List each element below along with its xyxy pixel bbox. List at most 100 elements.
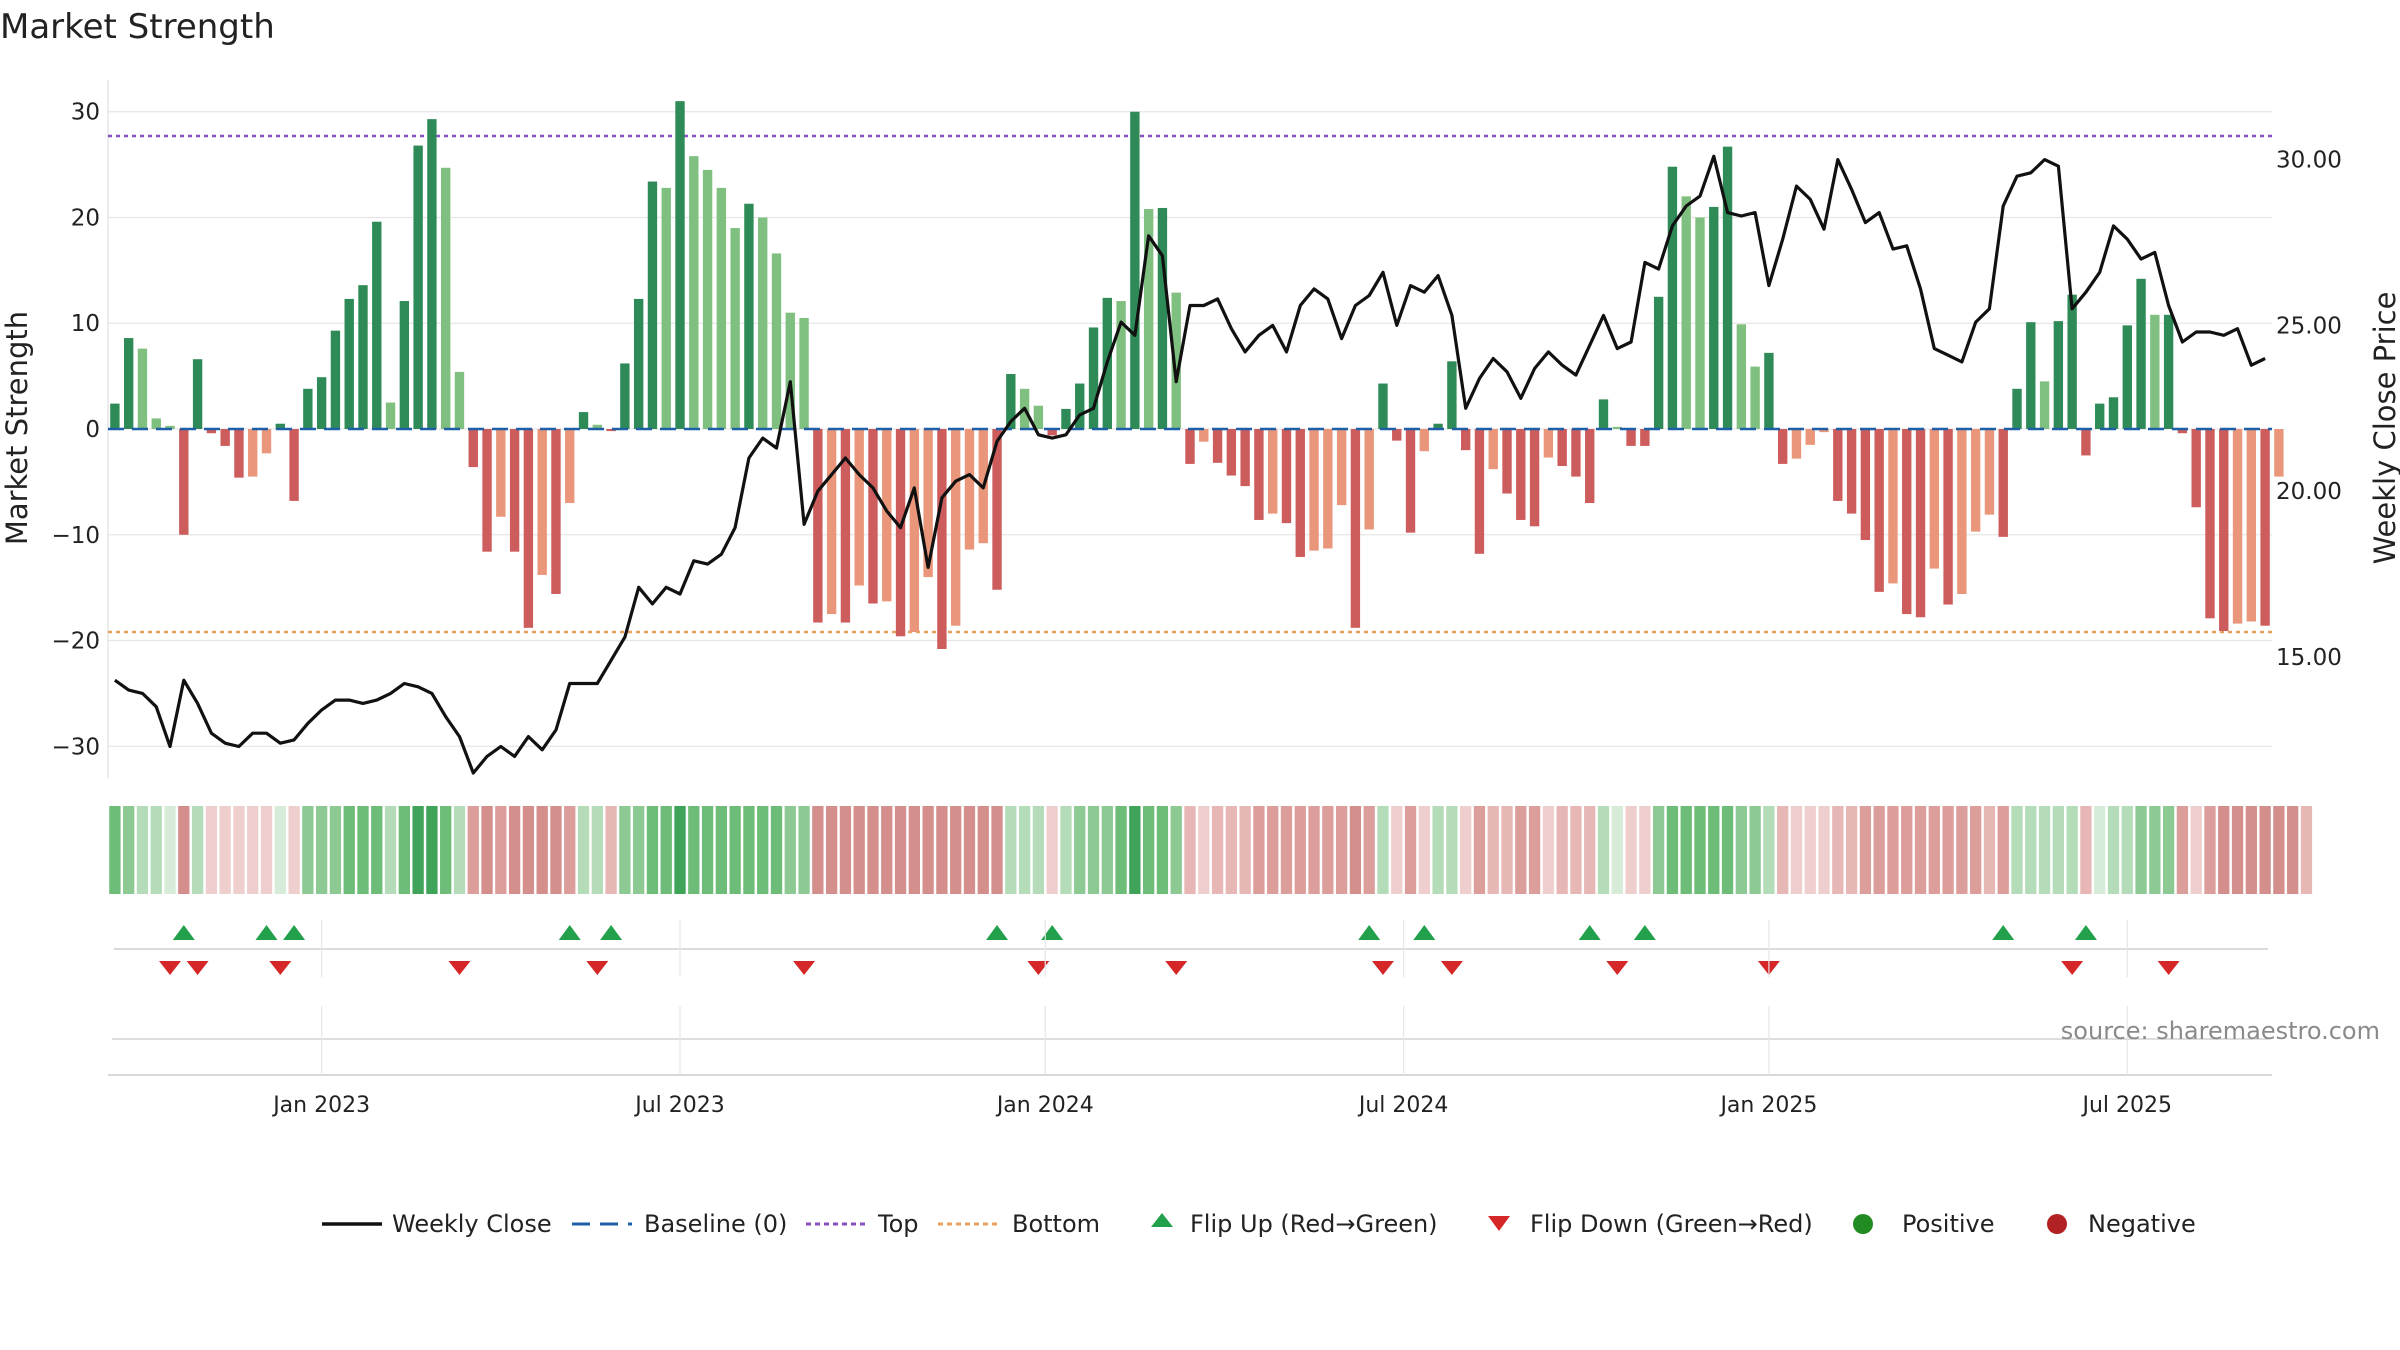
strength-bar [137,348,148,429]
legend-item-flip_up: Flip Up (Red→Green) [1151,1210,1438,1238]
strip-cell [1239,806,1251,894]
strip-cell [688,806,700,894]
strip-cell [288,806,300,894]
strength-bar [551,429,561,594]
strip-cell [123,806,135,894]
strip-cell [247,806,259,894]
strength-bar [1405,429,1416,533]
strip-cell [1404,806,1417,894]
strip-cell [2038,806,2051,894]
strength-bar [1433,423,1443,429]
strength-bar [2122,325,2132,429]
strip-cell [1322,806,1334,894]
strength-bar [1240,429,1250,487]
strength-bar [661,187,671,429]
strength-bar [895,429,906,637]
strip-cell [1377,806,1389,894]
strip-cell [1639,806,1651,894]
y2-axis-label: Weekly Close Price [2368,292,2400,565]
flip-up-marker [558,925,581,940]
strength-bar [427,119,437,429]
strip-cell [1790,806,1803,894]
strip-cell [950,806,962,894]
strip-cell [302,806,314,894]
strength-bar [399,301,410,429]
strength-bar [1681,196,1691,429]
strength-bar [1171,292,1181,429]
legend-item-positive: Positive [1853,1210,1995,1238]
strip-cell [619,806,631,894]
flip-up-marker [1633,925,1656,940]
strength-bar [2095,403,2105,429]
strength-bar [1984,429,1995,515]
time-axis: Jan 2023 Jul 2023 Jan 2024 Jul 2024 Jan 2025… [108,920,2272,1118]
strength-bar [1888,429,1898,584]
strength-bar [1143,209,1154,429]
strength-bar [110,403,120,429]
strength-bar [826,429,837,615]
strip-cell [2287,806,2299,894]
strength-bar [1764,352,1774,429]
strength-bar [1585,429,1595,504]
y-axis-label: Market Strength [0,311,34,545]
flip-up-marker [1041,925,1064,940]
strip-cell [329,806,342,894]
legend-swatch [1151,1213,1173,1227]
strip-cell [274,806,286,894]
strip-cell [1680,806,1692,894]
strip-cell [453,806,466,894]
strength-bar [1047,429,1057,436]
strength-bar [771,253,782,429]
strength-bar [358,285,368,429]
strip-cell [1170,806,1182,894]
legend-item-line: Weekly Close [322,1210,552,1238]
flip-up-marker [2074,925,2097,940]
legend-label: Baseline (0) [644,1210,787,1238]
strip-cell [1473,806,1486,894]
strip-cell [550,806,562,894]
strip-cell [2094,806,2106,894]
strip-cell [2052,806,2065,894]
strip-cell [1308,806,1320,894]
strength-bar [1998,429,2008,537]
strength-bar [1736,324,1747,429]
strength-bar [1254,429,1264,520]
strength-bar [1543,429,1554,458]
legend-item-bottom: Bottom [938,1210,1100,1238]
strength-bar [1833,429,1843,501]
strip-cell [2245,806,2257,894]
strip-cell [853,806,865,894]
y2-tick-label: 15.00 [2276,645,2342,671]
strip-cell [178,806,190,894]
strip-cell [2259,806,2271,894]
strength-bar [2191,429,2201,508]
strength-bar [1474,429,1485,554]
strip-cell [1542,806,1555,894]
strength-bar [1130,111,1140,430]
strength-bar [950,429,961,626]
strength-bar [1364,429,1374,530]
source-note: source: sharemaestro.com [2061,1017,2380,1045]
close-line-layer [113,154,2266,775]
legend-swatch [2047,1214,2067,1234]
strip-cell [1777,806,1789,894]
strength-bar [1378,383,1388,429]
flip-up-marker [172,925,195,940]
strip-cell [2011,806,2023,894]
strength-bar [909,429,920,633]
strip-cell [1129,806,1141,894]
strength-bar [2053,321,2064,429]
strength-bar [1957,429,1967,594]
legend: Weekly Close Baseline (0) Top Bottom Flip Up… [322,1210,2196,1238]
strength-bar [620,363,630,429]
strip-cell [1349,806,1362,894]
flip-up-marker [600,925,623,940]
flip-down-marker [2061,961,2084,975]
strength-bar [537,429,547,575]
strength-bar [2067,294,2077,429]
strip-cell [2218,806,2230,894]
strip-cell [1735,806,1747,894]
strip-cell [1625,806,1637,894]
strength-bar [730,228,740,429]
strip-cell [384,806,397,894]
